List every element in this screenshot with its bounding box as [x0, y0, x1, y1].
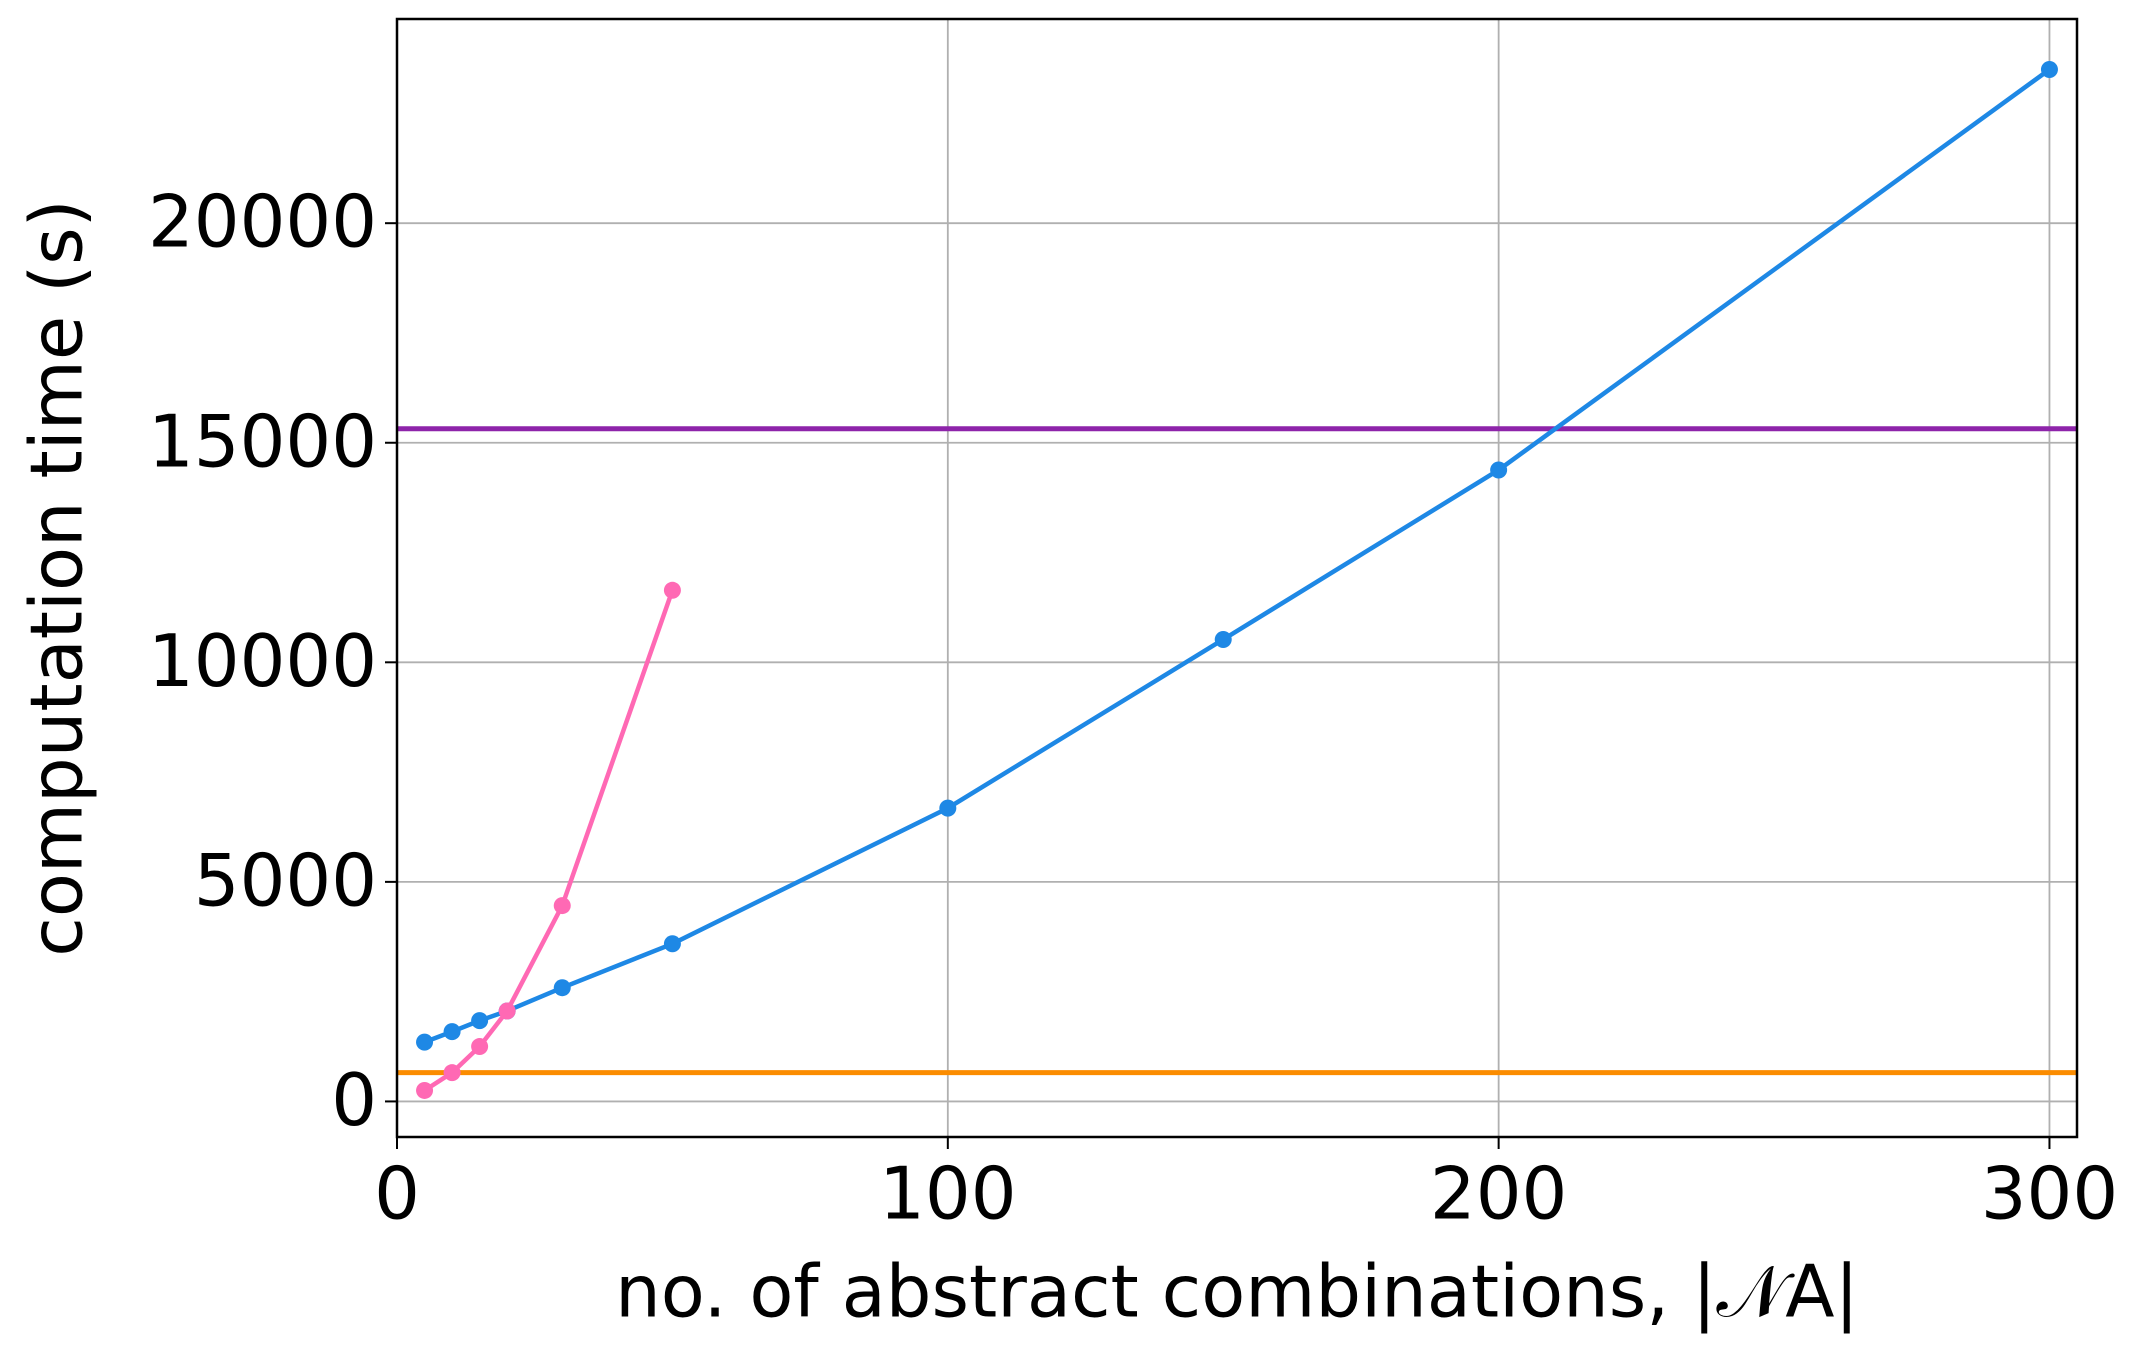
y-tick-label: 10000 [148, 619, 377, 703]
data-point [1490, 461, 1508, 479]
data-point [498, 1002, 516, 1020]
data-point [939, 799, 957, 817]
y-tick-label: 0 [331, 1058, 377, 1142]
x-tick-label: 300 [1981, 1152, 2118, 1236]
data-point [663, 581, 681, 599]
x-tick-label: 100 [879, 1152, 1016, 1236]
y-tick-label: 20000 [148, 180, 377, 264]
series-line [423, 589, 675, 1093]
series-line [423, 67, 2051, 1045]
x-tick-label: 0 [374, 1152, 420, 1236]
data-point [443, 1064, 461, 1082]
data-point [471, 1012, 489, 1030]
data-point [443, 1023, 461, 1041]
y-tick-label: 15000 [148, 399, 377, 483]
y-axis-label: computation time (s) [15, 199, 99, 957]
data-point [416, 1033, 434, 1051]
x-tick-label: 200 [1430, 1152, 1567, 1236]
y-tick-label: 5000 [194, 838, 377, 922]
x-axis-label: no. of abstract combinations, |𝒩A| [615, 1250, 1859, 1335]
data-point [416, 1081, 434, 1099]
data-point [2040, 60, 2058, 78]
data-point [553, 979, 571, 997]
data-point [553, 897, 571, 915]
data-point [1214, 630, 1232, 648]
data-point [471, 1038, 489, 1056]
data-point [663, 935, 681, 953]
plot-frame [395, 17, 2079, 1139]
